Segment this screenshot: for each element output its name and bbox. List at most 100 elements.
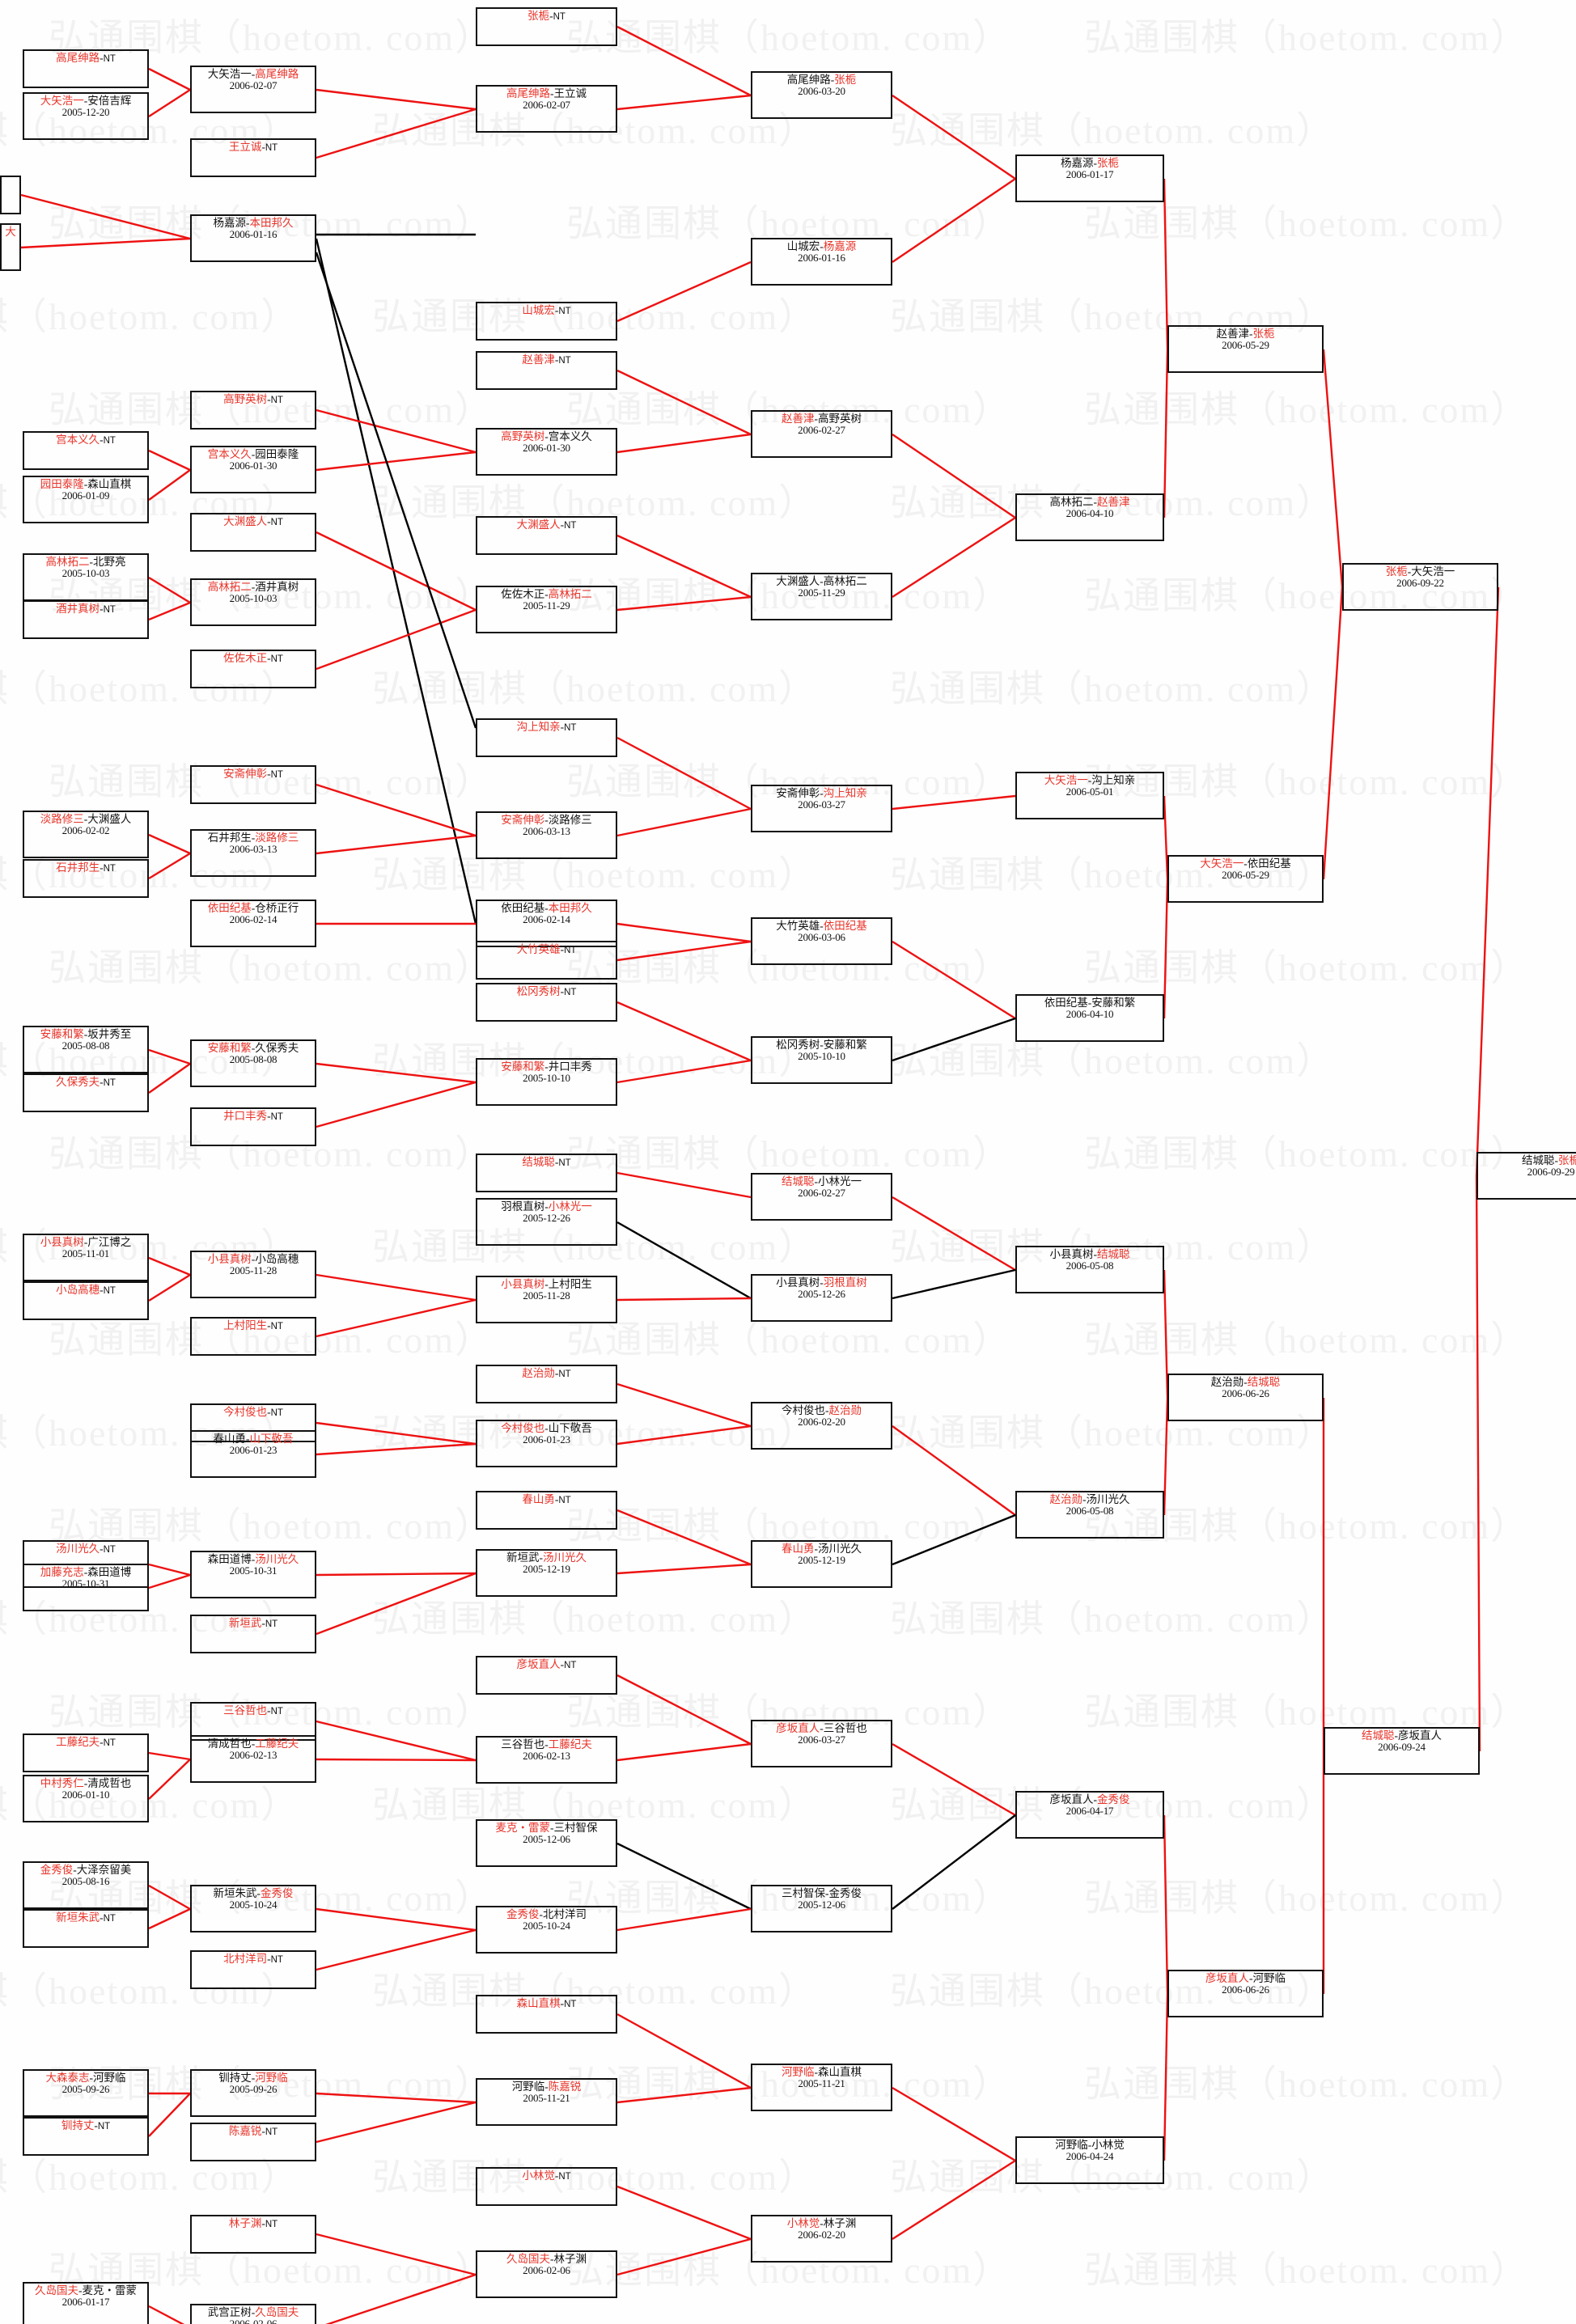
bracket-match-box[interactable]: 淡路修三-大渊盛人 2006-02-02 xyxy=(23,811,149,858)
bracket-match-box[interactable]: 大矢浩一-高尾绅路 2006-02-07 xyxy=(190,66,316,113)
bracket-match-box[interactable]: 安藤和繁-井口丰秀 2005-10-10 xyxy=(476,1058,617,1106)
bracket-match-box[interactable]: 陈嘉锐-NT xyxy=(190,2123,316,2161)
bracket-match-box[interactable]: 大渊盛人-NT xyxy=(476,516,617,555)
bracket-match-box[interactable]: 赵善津-高野英树 2006-02-27 xyxy=(751,410,892,458)
bracket-match-box[interactable]: 春山勇-汤川光久 2005-12-19 xyxy=(751,1540,892,1588)
bracket-match-box[interactable]: 赵治勋-结城聪 2006-06-26 xyxy=(1167,1374,1324,1421)
bracket-match-box[interactable]: 河野临-森山直棋 2005-11-21 xyxy=(751,2064,892,2111)
bracket-match-box[interactable]: 彦坂直人-三谷哲也 2006-03-27 xyxy=(751,1720,892,1767)
bracket-match-box[interactable]: 杨嘉源-本田邦久 2006-01-16 xyxy=(190,214,316,262)
bracket-match-box[interactable]: 上村阳生-NT xyxy=(190,1317,316,1356)
bracket-match-box[interactable]: 山城宏-NT xyxy=(476,302,617,341)
bracket-match-box[interactable]: 高尾绅路-张栀 2006-03-20 xyxy=(751,71,892,119)
bracket-match-box[interactable]: 彦坂直人-NT xyxy=(476,1656,617,1695)
bracket-match-box[interactable]: 森田道博-汤川光久 2005-10-31 xyxy=(190,1551,316,1598)
bracket-match-box[interactable]: 新垣朱武-NT xyxy=(23,1909,149,1948)
bracket-match-box[interactable]: 高野英树-宫本义久 2006-01-30 xyxy=(476,428,617,476)
bracket-match-box[interactable]: 新垣武-NT xyxy=(190,1615,316,1653)
bracket-match-box[interactable]: 大 xyxy=(0,223,21,271)
bracket-match-box[interactable]: 赵善津-NT xyxy=(476,351,617,390)
bracket-match-box[interactable]: 张栀-大矢浩一 2006-09-22 xyxy=(1342,563,1498,611)
bracket-match-box[interactable]: 小林觉-林子渊 2006-02-20 xyxy=(751,2215,892,2263)
bracket-match-box[interactable]: 高野英树-NT xyxy=(190,391,316,430)
bracket-match-box[interactable]: 久岛国夫-林子渊 2006-02-06 xyxy=(476,2250,617,2298)
bracket-match-box[interactable]: 森山直棋-NT xyxy=(476,1995,617,2034)
bracket-match-box[interactable]: 新垣武-汤川光久 2005-12-19 xyxy=(476,1549,617,1597)
bracket-match-box[interactable]: 结城聪-彦坂直人 2006-09-24 xyxy=(1324,1727,1480,1775)
bracket-match-box[interactable]: 羽根直树-小林光一 2005-12-26 xyxy=(476,1198,617,1246)
bracket-match-box[interactable]: 彦坂直人-河野临 2006-06-26 xyxy=(1167,1970,1324,2017)
bracket-match-box[interactable]: 小县真树-上村阳生 2005-11-28 xyxy=(476,1276,617,1323)
bracket-match-box[interactable]: 宫本义久-NT xyxy=(23,431,149,470)
bracket-match-box[interactable]: 金秀俊-北村洋司 2005-10-24 xyxy=(476,1906,617,1954)
bracket-match-box[interactable]: 清成哲也-工藤纪夫 2006-02-13 xyxy=(190,1735,316,1783)
bracket-match-box[interactable]: 加藤充志-森田道博 2005-10-31 xyxy=(23,1564,149,1611)
bracket-match-box[interactable]: 松冈秀树-安藤和繁 2005-10-10 xyxy=(751,1036,892,1084)
bracket-match-box[interactable]: 井口丰秀-NT xyxy=(190,1107,316,1146)
bracket-match-box[interactable]: 安斋伸彰-沟上知亲 2006-03-27 xyxy=(751,785,892,832)
bracket-match-box[interactable]: 春山勇-山下敬吾 2006-01-23 xyxy=(190,1430,316,1478)
bracket-match-box[interactable]: 高尾绅路-NT xyxy=(23,49,149,88)
bracket-match-box[interactable]: 酒井真树-NT xyxy=(23,600,149,639)
bracket-match-box[interactable]: 安斋伸彰-淡路修三 2006-03-13 xyxy=(476,811,617,859)
bracket-match-box[interactable]: 沟上知亲-NT xyxy=(476,718,617,757)
bracket-match-box[interactable]: 依田纪基-安藤和繁 2006-04-10 xyxy=(1015,994,1164,1042)
bracket-match-box[interactable]: 三谷哲也-NT xyxy=(190,1702,316,1741)
bracket-match-box[interactable]: 中村秀仁-清成哲也 2006-01-10 xyxy=(23,1775,149,1822)
bracket-match-box[interactable]: 武宫正树-久岛国夫 2006-02-06 xyxy=(190,2304,316,2324)
bracket-match-box[interactable]: 杨嘉源-张栀 2006-01-17 xyxy=(1015,155,1164,202)
bracket-match-box[interactable]: 高林拓二-赵善津 2006-04-10 xyxy=(1015,493,1164,541)
bracket-match-box[interactable]: 钏持丈-河野临 2005-09-26 xyxy=(190,2069,316,2117)
bracket-match-box[interactable]: 石井邦生-NT xyxy=(23,859,149,898)
bracket-match-box[interactable] xyxy=(0,176,21,214)
bracket-match-box[interactable]: 工藤纪夫-NT xyxy=(23,1733,149,1772)
bracket-match-box[interactable]: 北村洋司-NT xyxy=(190,1950,316,1989)
bracket-match-box[interactable]: 久保秀夫-NT xyxy=(23,1073,149,1112)
bracket-match-box[interactable]: 今村俊也-山下敬吾 2006-01-23 xyxy=(476,1420,617,1467)
bracket-match-box[interactable]: 安藤和繁-久保秀夫 2005-08-08 xyxy=(190,1039,316,1087)
bracket-match-box[interactable]: 依田纪基-本田邦久 2006-02-14 xyxy=(476,900,617,947)
bracket-match-box[interactable]: 佐佐木正-高林拓二 2005-11-29 xyxy=(476,586,617,633)
bracket-match-box[interactable]: 大矢浩一-依田纪基 2006-05-29 xyxy=(1167,855,1324,903)
bracket-match-box[interactable]: 松冈秀树-NT xyxy=(476,983,617,1022)
bracket-match-box[interactable]: 小县真树-结城聪 2006-05-08 xyxy=(1015,1246,1164,1293)
bracket-match-box[interactable]: 新垣朱武-金秀俊 2005-10-24 xyxy=(190,1885,316,1932)
bracket-match-box[interactable]: 河野临-小林觉 2006-04-24 xyxy=(1015,2136,1164,2184)
bracket-match-box[interactable]: 久岛国夫-麦克・雷蒙 2006-01-17 xyxy=(23,2282,149,2324)
bracket-match-box[interactable]: 小县真树-羽根直树 2005-12-26 xyxy=(751,1274,892,1322)
bracket-match-box[interactable]: 大竹英雄-NT xyxy=(476,941,617,980)
bracket-match-box[interactable]: 结城聪-小林光一 2006-02-27 xyxy=(751,1173,892,1221)
bracket-match-box[interactable]: 林子渊-NT xyxy=(190,2215,316,2254)
bracket-match-box[interactable]: 三谷哲也-工藤纪夫 2006-02-13 xyxy=(476,1736,617,1784)
bracket-match-box[interactable]: 大渊盛人-高林拓二 2005-11-29 xyxy=(751,573,892,620)
bracket-match-box[interactable]: 小县真树-小岛高穗 2005-11-28 xyxy=(190,1251,316,1298)
bracket-match-box[interactable]: 今村俊也-NT xyxy=(190,1403,316,1442)
bracket-match-box[interactable]: 小县真树-广江博之 2005-11-01 xyxy=(23,1234,149,1281)
bracket-match-box[interactable]: 张栀-NT xyxy=(476,7,617,46)
bracket-match-box[interactable]: 大渊盛人-NT xyxy=(190,513,316,552)
bracket-match-box[interactable]: 佐佐木正-NT xyxy=(190,650,316,688)
bracket-match-box[interactable]: 高林拓二-北野亮 2005-10-03 xyxy=(23,553,149,601)
bracket-match-box[interactable]: 安斋伸彰-NT xyxy=(190,765,316,804)
bracket-match-box[interactable]: 赵治勋-NT xyxy=(476,1365,617,1403)
bracket-match-box[interactable]: 山城宏-杨嘉源 2006-01-16 xyxy=(751,238,892,286)
bracket-match-box[interactable]: 钏持丈-NT xyxy=(23,2117,149,2156)
bracket-match-box[interactable]: 依田纪基-仓桥正行 2006-02-14 xyxy=(190,900,316,947)
bracket-match-box[interactable]: 高尾绅路-王立诚 2006-02-07 xyxy=(476,85,617,133)
bracket-match-box[interactable]: 结城聪-NT xyxy=(476,1154,617,1192)
bracket-match-box[interactable]: 大矢浩一-安倍吉辉 2005-12-20 xyxy=(23,92,149,140)
bracket-match-box[interactable]: 三村智保-金秀俊 2005-12-06 xyxy=(751,1885,892,1932)
bracket-match-box[interactable]: 宫本义久-园田泰隆 2006-01-30 xyxy=(190,446,316,493)
bracket-match-box[interactable]: 赵治勋-汤川光久 2006-05-08 xyxy=(1015,1491,1164,1539)
bracket-match-box[interactable]: 园田泰隆-森山直棋 2006-01-09 xyxy=(23,476,149,523)
bracket-match-box[interactable]: 彦坂直人-金秀俊 2006-04-17 xyxy=(1015,1791,1164,1839)
bracket-match-box[interactable]: 赵善津-张栀 2006-05-29 xyxy=(1167,325,1324,373)
bracket-match-box[interactable]: 春山勇-NT xyxy=(476,1491,617,1530)
bracket-match-box[interactable]: 高林拓二-酒井真树 2005-10-03 xyxy=(190,578,316,626)
bracket-match-box[interactable]: 结城聪-张栀 2006-09-29 xyxy=(1476,1152,1576,1200)
bracket-match-box[interactable]: 大矢浩一-沟上知亲 2006-05-01 xyxy=(1015,772,1164,819)
bracket-match-box[interactable]: 安藤和繁-坂井秀至 2005-08-08 xyxy=(23,1026,149,1073)
bracket-match-box[interactable]: 石井邦生-淡路修三 2006-03-13 xyxy=(190,829,316,877)
bracket-match-box[interactable]: 河野临-陈嘉锐 2005-11-21 xyxy=(476,2078,617,2126)
bracket-match-box[interactable]: 大森泰志-河野临 2005-09-26 xyxy=(23,2069,149,2117)
